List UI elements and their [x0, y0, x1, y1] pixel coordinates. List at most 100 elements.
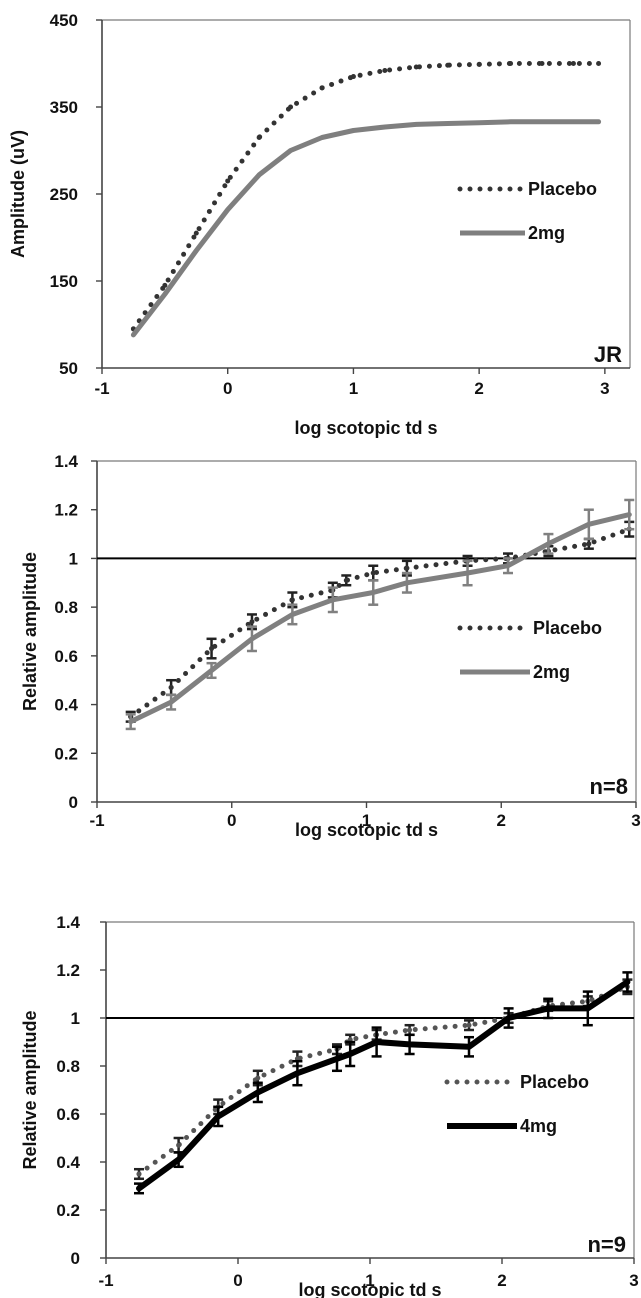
data-point	[290, 150, 292, 151]
chart-panel-2: 0 0.2 0.4 0.6 0.8 1 1.2 1.4 -1 0 1 2 3 log scotopic t…	[20, 452, 641, 840]
data-point	[336, 1058, 338, 1060]
data-point	[466, 1022, 472, 1028]
data-point	[467, 572, 469, 574]
data-point	[508, 61, 514, 66]
data-point	[343, 577, 349, 583]
data-point	[447, 123, 449, 125]
data-point	[507, 565, 509, 567]
x-tick-label: 0	[233, 1271, 242, 1290]
series-line-placebo	[130, 61, 602, 332]
data-point	[251, 638, 253, 640]
data-point	[289, 597, 295, 603]
y-tick-label: 50	[59, 359, 78, 378]
x-tick-label: 3	[629, 1271, 638, 1290]
data-point	[407, 1027, 413, 1033]
y-tick-label: 0.4	[54, 696, 78, 715]
panel-annotation: n=9	[587, 1232, 626, 1257]
data-point	[626, 981, 628, 983]
series-line-4mg	[136, 979, 631, 1192]
data-point	[598, 121, 600, 123]
data-point	[349, 1053, 351, 1055]
y-axis-label: Relative amplitude	[20, 1010, 40, 1169]
legend-label-placebo: Placebo	[533, 618, 602, 638]
data-point	[258, 174, 260, 176]
data-point	[478, 122, 480, 124]
data-point	[372, 592, 374, 594]
data-point	[319, 85, 325, 91]
series-2mg	[130, 119, 602, 338]
data-point	[539, 61, 545, 66]
data-point	[570, 61, 576, 66]
y-tick-label: 0.6	[56, 1105, 80, 1124]
data-point	[445, 62, 451, 68]
x-tick-label: -1	[89, 811, 104, 830]
y-tick-label: 350	[50, 98, 78, 117]
y-tick-label: 1.2	[56, 961, 80, 980]
data-point	[257, 1091, 259, 1093]
data-point	[406, 582, 408, 584]
x-tick-label: 2	[474, 379, 483, 398]
data-point	[370, 570, 376, 576]
data-point	[572, 121, 574, 123]
legend-label-4mg: 4mg	[520, 1116, 557, 1136]
legend-label-2mg: 2mg	[528, 223, 565, 243]
data-point	[136, 1171, 142, 1177]
data-point	[130, 721, 132, 723]
data-point	[586, 541, 592, 547]
y-tick-label: 0.2	[56, 1201, 80, 1220]
data-point	[209, 646, 215, 652]
data-point	[547, 1007, 549, 1009]
x-axis-label: log scotopic td s	[298, 1280, 441, 1298]
data-point	[332, 599, 334, 601]
x-tick-label: 1	[349, 379, 358, 398]
y-tick-label: 250	[50, 185, 78, 204]
legend-label-placebo: Placebo	[528, 179, 597, 199]
y-tick-label: 1.4	[56, 913, 80, 932]
data-point	[217, 1115, 219, 1117]
data-point	[170, 701, 172, 703]
chart-panel-3: 0 0.2 0.4 0.6 0.8 1 1.2 1.4 -1 0 1 2 3 log scotopic t…	[20, 913, 639, 1298]
x-tick-label: 3	[631, 811, 640, 830]
data-point	[321, 136, 323, 138]
x-tick-label: 1	[365, 1271, 374, 1290]
data-point	[256, 134, 262, 140]
x-tick-label: -1	[98, 1271, 113, 1290]
data-point	[415, 123, 417, 125]
data-point	[376, 1041, 378, 1043]
series-2mg	[125, 498, 635, 731]
data-point	[296, 1072, 298, 1074]
x-tick-label: 0	[227, 811, 236, 830]
data-point	[588, 523, 590, 525]
x-axis-label: log scotopic td s	[295, 820, 438, 840]
data-point	[409, 1043, 411, 1045]
data-point	[468, 1046, 470, 1048]
data-point	[350, 74, 356, 80]
data-point	[255, 1075, 261, 1081]
y-tick-label: 1.4	[54, 452, 78, 471]
data-point	[164, 293, 166, 295]
data-point	[162, 282, 168, 288]
data-point	[132, 334, 134, 336]
data-point	[413, 64, 419, 70]
data-point	[288, 104, 294, 110]
y-tick-label: 0.4	[56, 1153, 80, 1172]
y-axis-label: Amplitude (uV)	[8, 130, 28, 258]
series-placebo	[130, 61, 602, 332]
y-axis-label: Relative amplitude	[20, 552, 40, 711]
data-point	[476, 61, 482, 67]
chart-panel-1: 50 150 250 350 450 -1 0 1 2 3 log scotopic td s Amp…	[8, 11, 631, 438]
y-tick-label: 0.6	[54, 647, 78, 666]
series-4mg	[134, 971, 633, 1195]
data-point	[510, 121, 512, 123]
data-point	[176, 1142, 182, 1148]
legend-label-2mg: 2mg	[533, 662, 570, 682]
y-tick-label: 0	[69, 793, 78, 812]
data-point	[547, 543, 549, 545]
y-tick-label: 0.2	[54, 744, 78, 763]
y-tick-label: 1.2	[54, 501, 78, 520]
y-tick-label: 0.8	[56, 1057, 80, 1076]
data-point	[508, 1017, 510, 1019]
y-tick-label: 1	[69, 549, 78, 568]
data-point	[352, 129, 354, 131]
data-point	[138, 1187, 140, 1189]
